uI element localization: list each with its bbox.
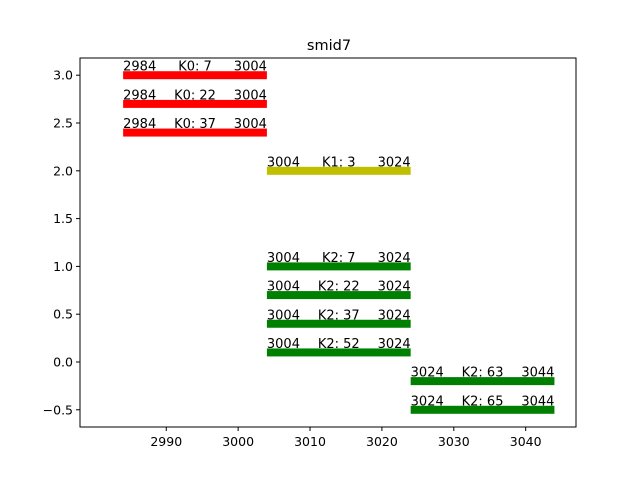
bar-end-label: 3024 — [378, 155, 411, 170]
x-tick-label: 3030 — [438, 434, 470, 449]
bar-k2 — [266, 262, 411, 271]
x-tick-label: 3010 — [294, 434, 326, 449]
bar-end-label: 3004 — [234, 88, 267, 103]
bar-k2 — [266, 291, 411, 300]
bar-label: K2: 7 — [322, 251, 356, 266]
x-tick-label: 3020 — [366, 434, 398, 449]
y-tick-label: 1.0 — [53, 259, 73, 274]
bar-start-label: 3004 — [267, 280, 300, 295]
bar-label: K2: 22 — [318, 280, 360, 295]
y-tick-label: −0.5 — [43, 402, 73, 417]
bar-k0 — [123, 128, 267, 137]
bar-end-label: 3024 — [378, 337, 411, 352]
bar-start-label: 3004 — [267, 337, 300, 352]
bar-label: K0: 37 — [174, 117, 216, 132]
bar-label: K2: 63 — [462, 366, 504, 381]
bar-end-label: 3024 — [378, 251, 411, 266]
bars-layer — [123, 71, 555, 414]
bar-end-label: 3004 — [234, 117, 267, 132]
plot-frame — [79, 57, 577, 428]
bar-k2 — [266, 348, 411, 357]
bar-start-label: 3024 — [411, 394, 444, 409]
bar-start-label: 3004 — [267, 308, 300, 323]
bar-end-label: 3044 — [521, 366, 554, 381]
y-tick-label: 1.5 — [53, 211, 73, 226]
y-tick-label: 3.0 — [53, 68, 73, 83]
bar-start-label: 2984 — [123, 117, 156, 132]
bar-k2 — [266, 319, 411, 328]
y-tick-label: 2.0 — [53, 163, 73, 178]
bar-label: K2: 52 — [318, 337, 360, 352]
bar-k1 — [266, 166, 411, 175]
bar-k2 — [410, 377, 555, 386]
bar-start-label: 3024 — [411, 366, 444, 381]
bar-k2 — [410, 405, 555, 414]
bar-start-label: 3004 — [267, 155, 300, 170]
bar-label: K1: 3 — [322, 155, 356, 170]
y-tick-label: 2.5 — [53, 116, 73, 131]
bar-label: K2: 37 — [318, 308, 360, 323]
bar-label: K0: 7 — [178, 60, 212, 75]
bar-k0 — [123, 71, 267, 80]
bar-label: K0: 22 — [174, 88, 216, 103]
x-tick-label: 3000 — [222, 434, 254, 449]
bar-start-label: 2984 — [123, 60, 156, 75]
bar-k0 — [123, 99, 267, 108]
labels-layer: 2984 K0: 7 3004 2984 K0: 22 3004 2984 K0: 37 300… — [123, 60, 554, 410]
y-tick-label: 0.0 — [53, 354, 73, 369]
bar-end-label: 3004 — [234, 60, 267, 75]
x-tick-label: 3040 — [510, 434, 542, 449]
x-tick-label: 2990 — [150, 434, 182, 449]
bar-start-label: 3004 — [267, 251, 300, 266]
bar-label: K2: 65 — [462, 394, 504, 409]
bar-end-label: 3044 — [521, 394, 554, 409]
chart-title: smid7 — [307, 38, 351, 54]
bar-end-label: 3024 — [378, 280, 411, 295]
bar-end-label: 3024 — [378, 308, 411, 323]
bar-start-label: 2984 — [123, 88, 156, 103]
x-axis: 2990 3000 3010 3020 3030 3040 — [150, 427, 542, 449]
y-tick-label: 0.5 — [53, 307, 73, 322]
y-axis: 3.0 2.5 2.0 1.5 1.0 0.5 0.0 −0.5 — [43, 68, 80, 417]
